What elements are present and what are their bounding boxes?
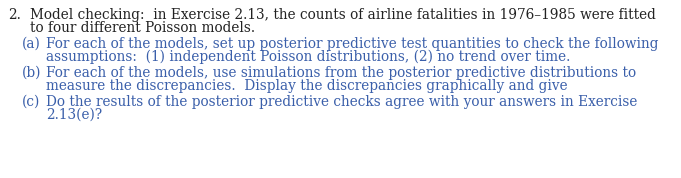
Text: 2.13(e)?: 2.13(e)?: [46, 108, 102, 122]
Text: assumptions:  (1) independent Poisson distributions, (2) no trend over time.: assumptions: (1) independent Poisson dis…: [46, 50, 571, 64]
Text: Model checking:  in Exercise 2.13, the counts of airline fatalities in 1976–1985: Model checking: in Exercise 2.13, the co…: [30, 8, 656, 22]
Text: (b): (b): [22, 66, 42, 80]
Text: Do the results of the posterior predictive checks agree with your answers in Exe: Do the results of the posterior predicti…: [46, 95, 637, 109]
Text: 2.: 2.: [8, 8, 21, 22]
Text: For each of the models, use simulations from the posterior predictive distributi: For each of the models, use simulations …: [46, 66, 636, 80]
Text: measure the discrepancies.  Display the discrepancies graphically and give: measure the discrepancies. Display the d…: [46, 79, 572, 93]
Text: to four different Poisson models.: to four different Poisson models.: [30, 21, 255, 35]
Text: (c): (c): [22, 95, 40, 109]
Text: (a): (a): [22, 37, 41, 51]
Text: For each of the models, set up posterior predictive test quantities to check the: For each of the models, set up posterior…: [46, 37, 659, 51]
